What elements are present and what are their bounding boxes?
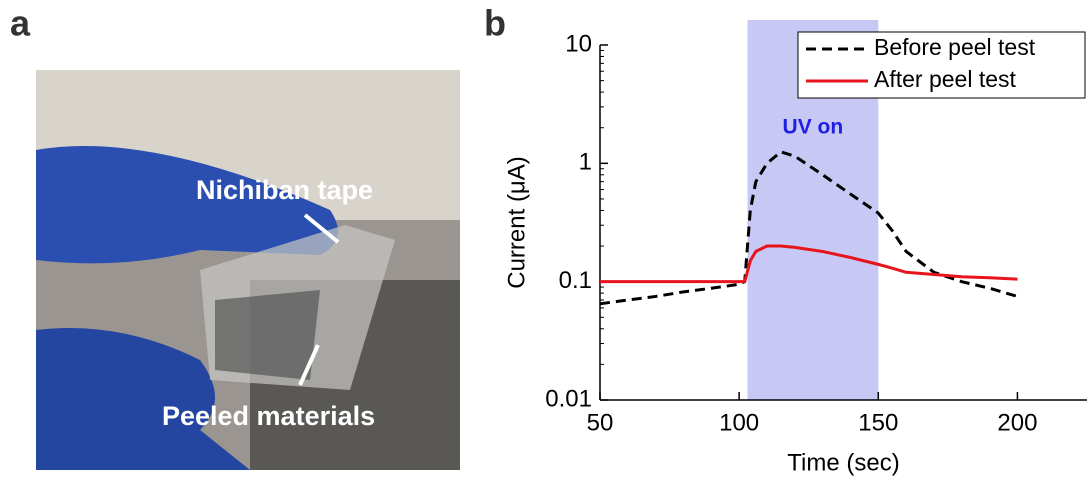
arrow bbox=[298, 344, 320, 386]
legend-label: Before peel test bbox=[874, 34, 1036, 60]
panel-label: b bbox=[484, 3, 506, 44]
glove-finger bbox=[36, 146, 338, 264]
arrow bbox=[303, 213, 340, 244]
x-tick-label: 100 bbox=[719, 409, 759, 436]
series-line bbox=[599, 150, 1018, 306]
glove-thumb bbox=[36, 328, 250, 470]
y-axis-label: Current (μA) bbox=[503, 156, 530, 289]
peeled-material bbox=[215, 290, 320, 380]
y-tick-label: 1 bbox=[579, 149, 592, 176]
x-axis-label: Time (sec) bbox=[787, 449, 899, 476]
y-tick-label: 0.1 bbox=[559, 267, 592, 294]
chart: UV on 0.01 0.1 1 10 50 100 150 200 Time (sec) Curr… bbox=[503, 20, 1087, 476]
annotation: UV on bbox=[783, 116, 844, 139]
y-tick-label: 0.01 bbox=[545, 385, 592, 412]
x-tick-label: 200 bbox=[997, 409, 1037, 436]
series-line bbox=[600, 244, 1018, 284]
photo-annotation: Nichiban tape bbox=[196, 175, 373, 205]
legend-box bbox=[797, 31, 1086, 99]
photo: Nichiban tape Peeled materials bbox=[36, 70, 460, 470]
x-tick-label: 150 bbox=[858, 409, 898, 436]
photo-annotation: Peeled materials bbox=[162, 401, 375, 431]
panel-label: a bbox=[10, 3, 31, 44]
y-tick-label: 10 bbox=[565, 30, 592, 57]
x-tick-label: 50 bbox=[587, 409, 614, 436]
legend-label: After peel test bbox=[874, 66, 1017, 92]
